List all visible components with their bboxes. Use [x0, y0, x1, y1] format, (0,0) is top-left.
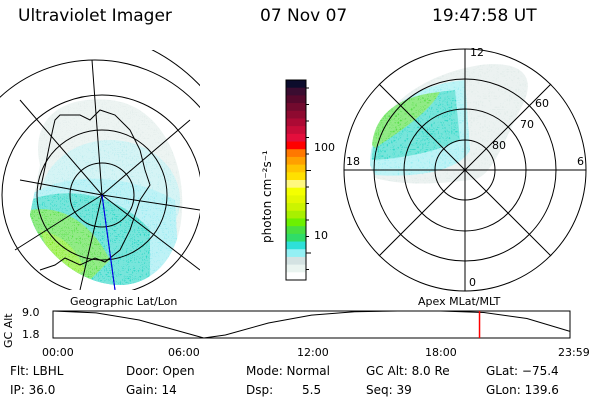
mlt-label-18: 18	[346, 155, 360, 168]
altitude-ytick-1.8: 1.8	[22, 328, 40, 341]
colorbar-band	[286, 210, 306, 219]
colorbar-band	[286, 118, 306, 127]
colorbar-frame	[285, 79, 307, 281]
colorbar-band	[286, 126, 306, 135]
instrument-title: Ultraviolet Imager	[18, 6, 172, 26]
colorbar-tick-10: 10	[314, 229, 328, 242]
xtick-0000: 00:00	[42, 346, 74, 359]
colorbar-band	[286, 203, 306, 212]
colorbar-band	[286, 256, 306, 266]
colorbar-band	[286, 218, 306, 227]
filter-info: Flt: LBHL	[10, 364, 64, 378]
colorbar-band	[286, 110, 306, 119]
colorbar-band	[286, 187, 306, 196]
lat-label-70: 70	[520, 118, 534, 131]
ip-info: IP: 36.0	[10, 383, 56, 397]
colorbar-band	[286, 272, 306, 281]
colorbar-band	[286, 180, 306, 189]
time: 19:47:58 UT	[432, 6, 537, 26]
colorbar-band	[286, 80, 306, 89]
colorbar-band	[286, 133, 306, 143]
colorbar-tick-100: 100	[314, 141, 335, 154]
xtick-1800: 18:00	[425, 346, 457, 359]
colorbar-band	[286, 156, 306, 166]
mlt-label-6: 6	[577, 155, 584, 168]
colorbar-band	[286, 241, 306, 250]
mlt-label-0: 0	[469, 276, 476, 289]
gain-info: Gain: 14	[126, 383, 177, 397]
xtick-2359: 23:59	[558, 346, 590, 359]
lat-label-60: 60	[535, 97, 549, 110]
altitude-ytick-9: 9.0	[22, 306, 40, 319]
colorbar-band	[286, 95, 306, 104]
lat-label-80: 80	[492, 139, 506, 152]
xtick-1200: 12:00	[297, 346, 329, 359]
dsp-value: 5.5	[302, 383, 322, 397]
geographic-label: Geographic Lat/Lon	[70, 295, 178, 308]
altitude-curve	[52, 310, 570, 339]
mode-info: Mode: Normal	[246, 364, 330, 378]
colorbar-band	[286, 195, 306, 204]
gc-alt-info: GC Alt: 8.0 Re	[366, 364, 450, 378]
colorbar-band	[286, 264, 306, 273]
xtick-0600: 06:00	[168, 346, 200, 359]
colorbar-band	[286, 87, 306, 96]
seq-info: Seq: 39	[366, 383, 412, 397]
colorbar-band	[286, 149, 306, 158]
altitude-frame	[52, 310, 571, 339]
apex-label: Apex MLat/MLT	[418, 295, 501, 308]
date: 07 Nov 07	[260, 6, 348, 26]
colorbar-band	[286, 103, 306, 112]
colorbar-band	[286, 141, 306, 150]
glon-info: GLon: 139.6	[486, 383, 559, 397]
colorbar-band	[286, 172, 306, 181]
glat-info: GLat: −75.4	[486, 364, 559, 378]
colorbar-band	[286, 233, 306, 243]
door-info: Door: Open	[126, 364, 195, 378]
colorbar-band	[286, 226, 306, 235]
mlt-label-12: 12	[470, 46, 484, 59]
colorbar-band	[286, 164, 306, 173]
dsp-label: Dsp:	[246, 383, 274, 397]
colorbar-band	[286, 249, 306, 258]
